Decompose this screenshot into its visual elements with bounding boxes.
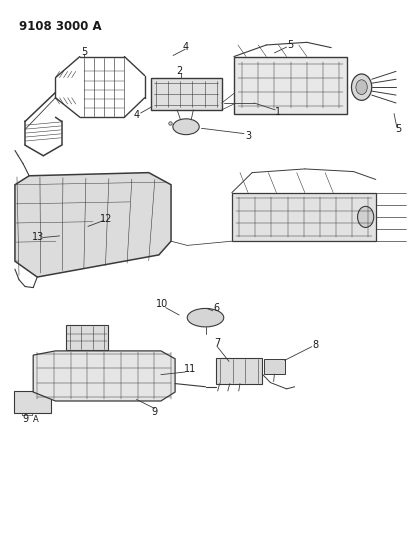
Text: 8: 8 bbox=[312, 340, 318, 350]
Circle shape bbox=[351, 74, 372, 100]
Text: 9108 3000 A: 9108 3000 A bbox=[19, 20, 102, 33]
Text: 4: 4 bbox=[134, 110, 140, 120]
Text: 9: 9 bbox=[152, 407, 158, 417]
Text: 5: 5 bbox=[395, 124, 402, 134]
Text: 12: 12 bbox=[100, 214, 112, 224]
Text: 1: 1 bbox=[275, 107, 282, 117]
Polygon shape bbox=[33, 351, 175, 401]
Bar bbox=[66, 325, 108, 350]
Text: 13: 13 bbox=[32, 232, 44, 243]
Circle shape bbox=[358, 206, 374, 228]
Bar bbox=[264, 359, 284, 374]
Ellipse shape bbox=[173, 119, 199, 135]
Text: 2: 2 bbox=[176, 66, 182, 76]
Text: 5: 5 bbox=[288, 40, 294, 50]
Text: 9: 9 bbox=[22, 415, 28, 424]
Text: 10: 10 bbox=[156, 300, 168, 310]
Bar bbox=[232, 192, 376, 241]
Text: 6: 6 bbox=[213, 303, 219, 313]
Bar bbox=[216, 358, 262, 384]
Text: 11: 11 bbox=[184, 365, 196, 374]
Text: 4: 4 bbox=[182, 42, 188, 52]
Bar bbox=[14, 391, 51, 413]
Text: A: A bbox=[33, 415, 39, 424]
Text: 7: 7 bbox=[215, 338, 221, 348]
Polygon shape bbox=[15, 173, 171, 277]
Text: 3: 3 bbox=[245, 131, 251, 141]
Ellipse shape bbox=[187, 309, 224, 327]
Text: 5: 5 bbox=[81, 47, 87, 57]
Bar bbox=[234, 56, 347, 114]
Circle shape bbox=[356, 80, 367, 94]
Bar bbox=[151, 78, 222, 110]
